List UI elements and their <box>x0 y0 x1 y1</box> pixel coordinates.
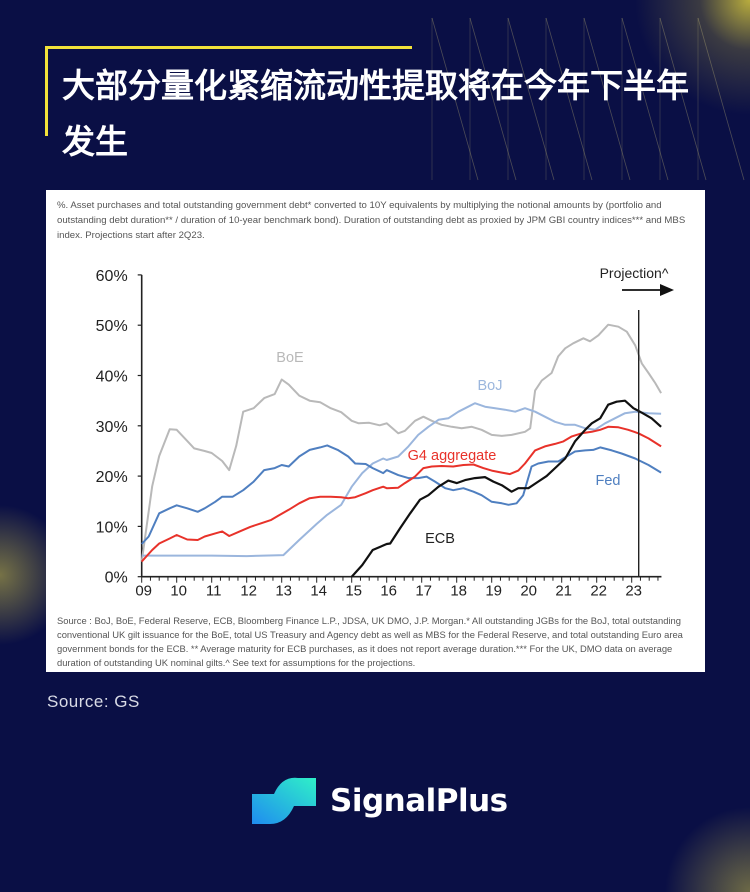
x-tick-label: 21 <box>555 583 572 600</box>
y-tick-label: 60% <box>96 268 128 285</box>
decorative-line <box>469 17 517 181</box>
y-tick-label: 30% <box>96 419 128 436</box>
y-tick-label: 20% <box>96 469 128 486</box>
projection-arrow-icon <box>660 284 674 296</box>
chart-note: %. Asset purchases and total outstanding… <box>57 200 686 241</box>
x-tick-label: 19 <box>485 583 502 600</box>
y-tick-label: 50% <box>96 318 128 335</box>
title-accent-bar <box>46 46 412 49</box>
series-label: BoJ <box>478 378 503 394</box>
brand-logo: SignalPlus <box>252 776 508 826</box>
x-tick-label: 15 <box>345 583 362 600</box>
y-tick-label: 40% <box>96 369 128 386</box>
series-label: BoE <box>276 350 304 366</box>
decorative-line <box>545 17 593 181</box>
y-tick-label: 10% <box>96 519 128 536</box>
projection-label: Projection^ <box>600 265 669 281</box>
x-tick-label: 13 <box>275 583 292 600</box>
series-line-fed <box>140 444 662 545</box>
source-label: Source: GS <box>47 692 140 711</box>
page-title: 大部分量化紧缩流动性提取将在今年下半年发生 <box>62 66 689 161</box>
x-tick-label: 10 <box>170 583 187 600</box>
x-tick-label: 12 <box>240 583 257 600</box>
decorative-line <box>583 17 631 181</box>
x-tick-label: 14 <box>310 583 327 600</box>
x-tick-label: 16 <box>380 583 397 600</box>
x-tick-label: 23 <box>625 583 642 600</box>
series-label: ECB <box>425 531 455 547</box>
series-label: Fed <box>596 473 621 489</box>
series-line-boj <box>141 402 662 558</box>
x-tick-label: 20 <box>520 583 537 600</box>
y-tick-label: 0% <box>105 570 128 587</box>
decorative-line <box>431 17 479 181</box>
series-line-g4-aggregate <box>140 425 662 563</box>
chart-source-note: Source : BoJ, BoE, Federal Reserve, ECB,… <box>57 615 683 668</box>
signalplus-logo-icon <box>252 777 316 824</box>
x-tick-label: 22 <box>590 583 607 600</box>
title-accent-bar <box>45 46 48 136</box>
series-label: G4 aggregate <box>408 448 497 464</box>
x-tick-label: 17 <box>415 583 432 600</box>
series-line-boe <box>140 323 662 562</box>
x-tick-label: 11 <box>206 583 222 600</box>
series-line-ecb <box>350 399 662 578</box>
x-tick-label: 09 <box>135 583 152 600</box>
decorative-line <box>697 17 745 181</box>
decorative-line <box>507 17 555 181</box>
decorative-line <box>621 17 669 181</box>
decorative-line <box>659 17 707 181</box>
brand-name: SignalPlus <box>330 783 508 819</box>
x-tick-label: 18 <box>450 583 467 600</box>
